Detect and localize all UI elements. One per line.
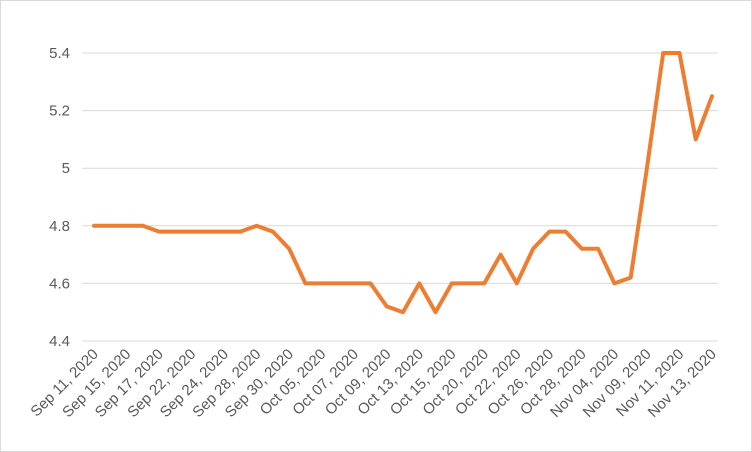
y-tick-label: 4.6 [49, 275, 70, 292]
y-tick-label: 5.4 [49, 45, 70, 62]
y-tick-label: 5.2 [49, 103, 70, 120]
y-axis-ticks: 4.4 4.6 4.8 5 5.2 5.4 [49, 45, 70, 350]
y-tick-label: 5 [62, 160, 70, 177]
gridlines [82, 52, 718, 342]
y-tick-label: 4.8 [49, 218, 70, 235]
y-tick-label: 4.4 [49, 333, 70, 350]
series [92, 51, 714, 315]
series-line [92, 51, 714, 315]
